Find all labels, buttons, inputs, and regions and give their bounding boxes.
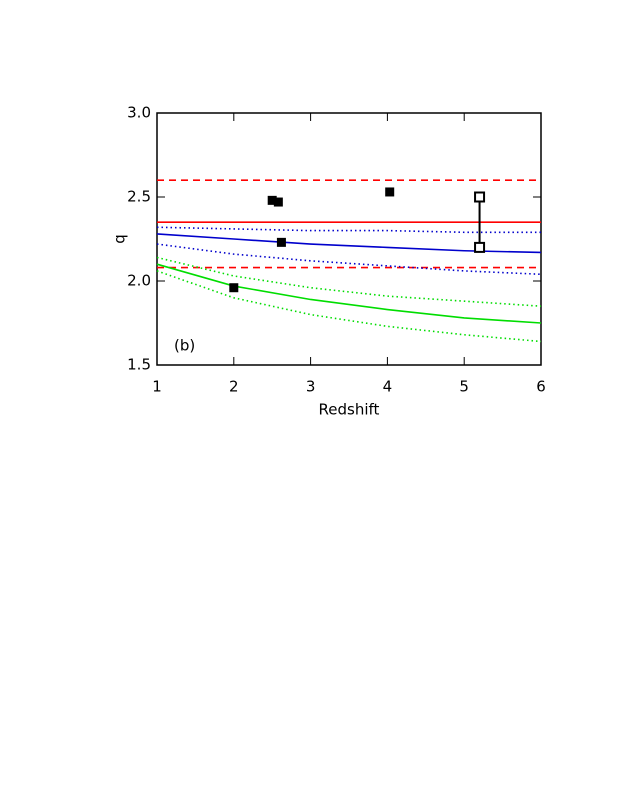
curve	[156, 270, 542, 343]
curve	[156, 263, 542, 324]
panel-label: (b)	[174, 337, 195, 355]
point	[273, 197, 283, 207]
point	[229, 283, 239, 293]
point	[267, 195, 277, 205]
x-tick-label: 4	[383, 378, 393, 396]
x-tick-label: 2	[229, 378, 239, 396]
curve	[156, 226, 541, 234]
point	[276, 237, 286, 247]
plot-frame	[156, 112, 542, 366]
x-tick-label: 1	[152, 378, 162, 396]
x-tick-label: 6	[536, 378, 546, 396]
point	[385, 187, 395, 197]
x-axis-label: Redshift	[319, 401, 380, 419]
x-tick-label: 3	[306, 378, 316, 396]
y-tick-label: 2.5	[127, 188, 151, 206]
y-tick-label: 2.0	[127, 272, 151, 290]
curve	[156, 256, 542, 307]
open-point	[474, 241, 486, 253]
open-point	[474, 191, 486, 203]
y-axis-label: q	[111, 234, 129, 244]
y-tick-label: 3.0	[127, 104, 151, 122]
y-tick-label: 1.5	[127, 356, 151, 374]
x-tick-label: 5	[459, 378, 469, 396]
